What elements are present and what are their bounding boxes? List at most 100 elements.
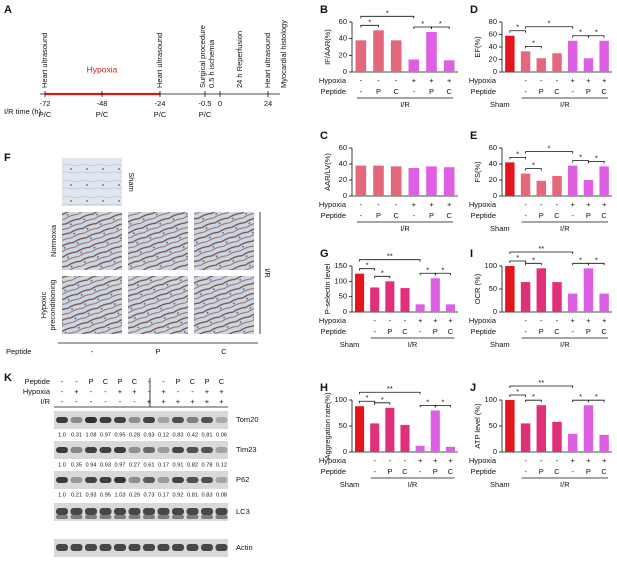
- band-value: 0.17: [158, 462, 169, 468]
- band-value: 0.81: [187, 492, 198, 498]
- band: [186, 508, 199, 515]
- peptide-label: -: [373, 467, 376, 476]
- band: [128, 417, 141, 423]
- hypoxia-label: +: [412, 76, 417, 85]
- band: [201, 508, 213, 515]
- peptide-label: P: [376, 211, 381, 220]
- y-tick-label: 0: [493, 307, 497, 316]
- peptide-label: P: [539, 327, 544, 336]
- row-name: I/R: [40, 397, 50, 406]
- band-value: 0.97: [100, 432, 111, 438]
- event: Heart ultrasound: [155, 33, 164, 88]
- bar: [520, 423, 531, 452]
- hypoxia-label: +: [571, 76, 576, 85]
- hypoxia-label: +: [412, 200, 417, 209]
- hypoxia-label: -: [404, 456, 407, 465]
- histology-image: [62, 276, 122, 334]
- hypoxia-label: +: [571, 456, 576, 465]
- band: [70, 544, 83, 551]
- band: [85, 508, 97, 515]
- band: [157, 447, 170, 453]
- hypoxia-label: -: [540, 76, 543, 85]
- band-value: 0.21: [71, 492, 82, 498]
- significance-label: *: [548, 19, 551, 28]
- group-label: I/R: [400, 224, 410, 233]
- band: [143, 447, 155, 453]
- bar: [355, 273, 365, 312]
- y-tick-label: 150: [334, 261, 347, 270]
- hypoxia-label: +: [447, 76, 452, 85]
- hypoxia-label: +: [586, 200, 591, 209]
- peptide-label: P: [387, 327, 392, 336]
- group-label: Sham: [490, 100, 510, 109]
- band: [143, 417, 155, 423]
- band: [215, 447, 228, 453]
- group-label: I/R: [560, 100, 570, 109]
- histology-image: [128, 276, 188, 334]
- band: [143, 477, 155, 483]
- histology-image: [62, 212, 122, 270]
- row-name: Peptide: [471, 211, 496, 220]
- significance-label: *: [426, 265, 429, 274]
- significance-label: *: [516, 387, 519, 396]
- bar: [426, 166, 437, 196]
- bar: [430, 278, 440, 312]
- significance-label: *: [368, 17, 371, 26]
- group-label: I/R: [400, 100, 410, 109]
- row-name: Peptide: [6, 347, 31, 356]
- y-tick-label: 40: [489, 159, 497, 168]
- y-axis-label: FS(%): [473, 161, 482, 183]
- blot-strip: [54, 411, 228, 429]
- hypoxia-label: +: [602, 76, 607, 85]
- band-value: 0.31: [71, 432, 82, 438]
- y-axis-label: OCR (%): [473, 273, 482, 304]
- band: [114, 417, 126, 423]
- bar: [552, 176, 562, 196]
- band: [70, 508, 83, 515]
- group-label: I/R: [560, 340, 570, 349]
- band: [215, 515, 228, 519]
- bar: [390, 166, 402, 196]
- hypoxia-label: +: [602, 456, 607, 465]
- hypoxia-label: -: [360, 76, 363, 85]
- hypoxia-label: -: [540, 456, 543, 465]
- band: [172, 417, 184, 423]
- peptide-label: -: [360, 87, 363, 96]
- band: [186, 477, 199, 483]
- band: [128, 508, 141, 515]
- bar: [505, 162, 515, 196]
- lane-label: -: [177, 387, 180, 396]
- significance-label: **: [387, 252, 393, 261]
- row-name: Peptide: [321, 467, 346, 476]
- bar: [505, 266, 515, 312]
- peptide-label: -: [360, 211, 363, 220]
- panel-label: B: [320, 4, 328, 16]
- peptide-label: -: [524, 327, 527, 336]
- blot-strip: [54, 441, 228, 459]
- band: [70, 515, 83, 519]
- band-value: 1.03: [115, 492, 126, 498]
- band: [143, 515, 155, 519]
- peptide-label: C: [448, 327, 454, 336]
- band: [99, 544, 112, 551]
- hypoxia-label: -: [373, 316, 376, 325]
- band-value: 0.17: [158, 492, 169, 498]
- band-value: 0.95: [115, 432, 126, 438]
- lane-label: +: [176, 397, 181, 406]
- band: [215, 508, 228, 515]
- peptide-label: C: [446, 211, 452, 220]
- significance-bracket: [374, 275, 391, 279]
- hypoxia-label: -: [360, 200, 363, 209]
- y-tick-label: 20: [489, 175, 497, 184]
- bar: [408, 59, 420, 72]
- hypoxia-label: -: [389, 456, 392, 465]
- lane-label: +: [161, 387, 166, 396]
- axis-label: I/R time (h): [4, 107, 42, 116]
- hypoxia-label: +: [447, 200, 452, 209]
- band-value: 1.0: [58, 462, 66, 468]
- peptide-label: C: [554, 467, 560, 476]
- band: [172, 544, 184, 551]
- bar: [536, 58, 546, 72]
- y-tick-label: 0: [493, 191, 497, 200]
